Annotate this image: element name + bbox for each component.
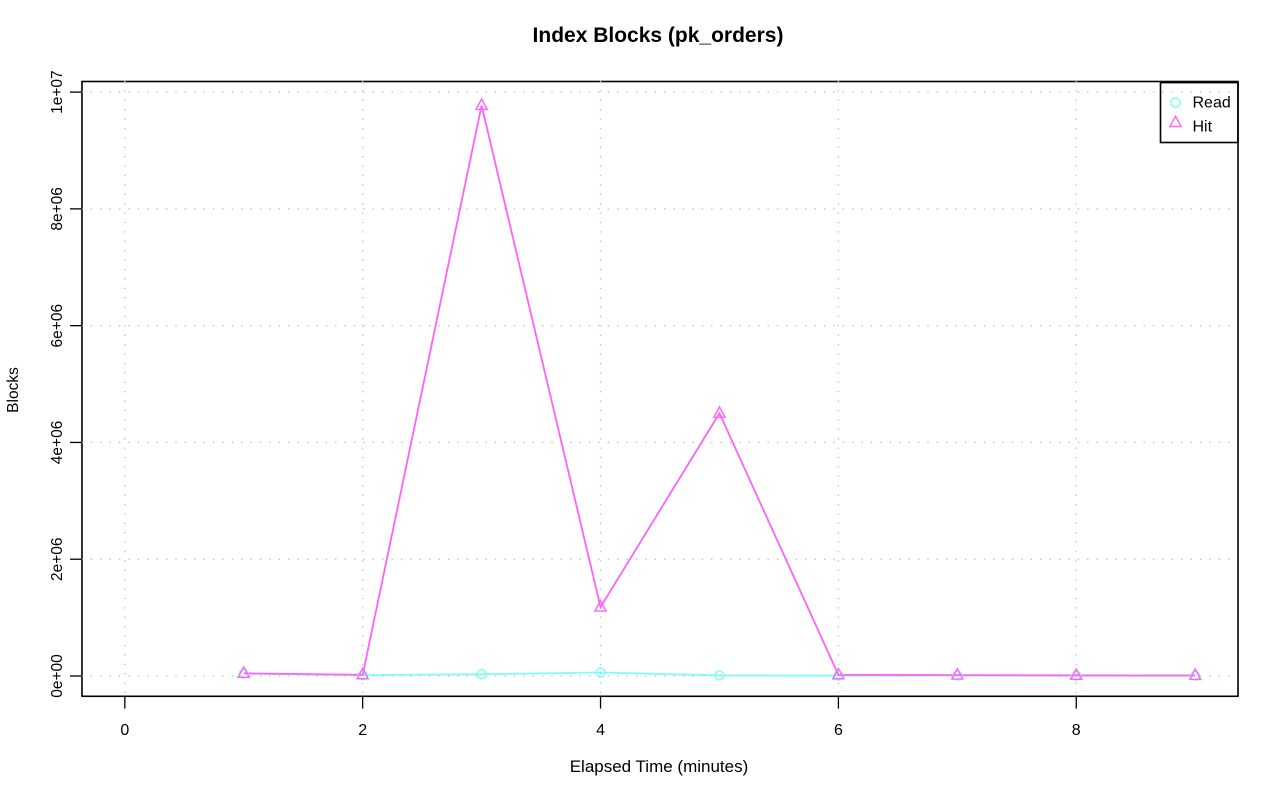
svg-text:Elapsed Time (minutes): Elapsed Time (minutes) xyxy=(570,757,749,776)
svg-text:6: 6 xyxy=(834,722,843,739)
svg-text:Index Blocks (pk_orders): Index Blocks (pk_orders) xyxy=(533,24,784,47)
svg-text:4: 4 xyxy=(596,722,605,739)
svg-text:Read: Read xyxy=(1193,95,1231,112)
svg-text:4e+06: 4e+06 xyxy=(49,421,66,465)
svg-text:8: 8 xyxy=(1072,722,1081,739)
svg-text:Blocks: Blocks xyxy=(5,367,22,413)
svg-text:Hit: Hit xyxy=(1193,119,1213,136)
svg-text:0: 0 xyxy=(120,722,129,739)
svg-text:0e+00: 0e+00 xyxy=(49,654,66,698)
svg-text:8e+06: 8e+06 xyxy=(49,187,66,231)
svg-text:6e+06: 6e+06 xyxy=(49,304,66,348)
svg-text:2: 2 xyxy=(358,722,367,739)
svg-text:1e+07: 1e+07 xyxy=(49,70,66,114)
svg-text:2e+06: 2e+06 xyxy=(49,537,66,581)
